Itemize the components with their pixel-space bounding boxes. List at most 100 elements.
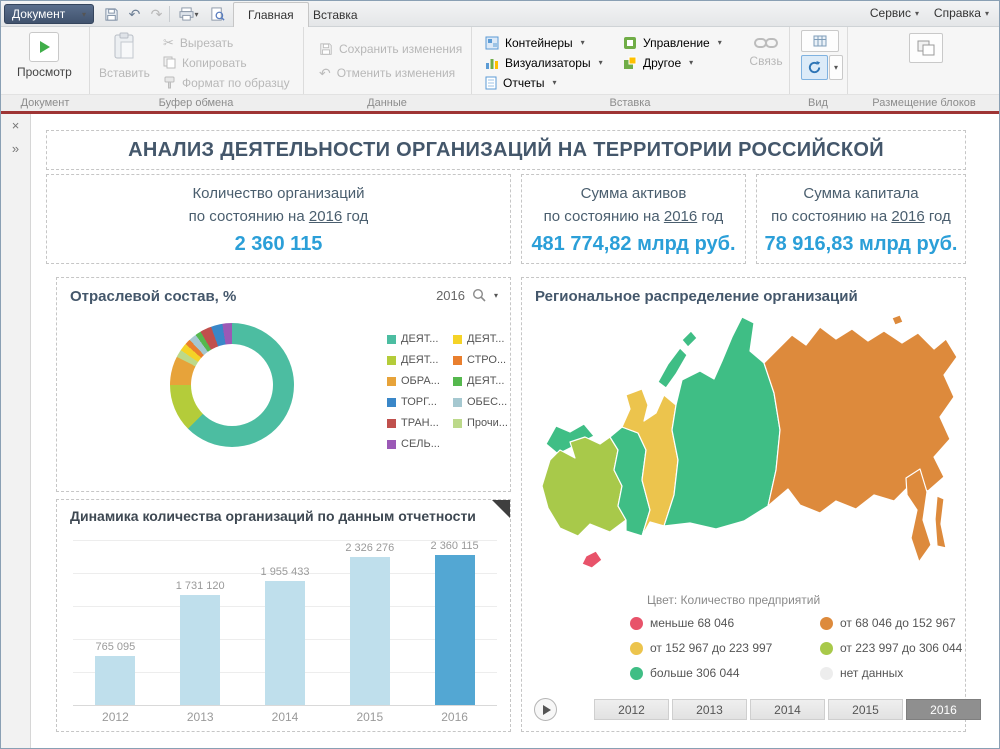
block-layout-button[interactable] (909, 33, 943, 63)
bar-chart-bars: 765 095 1 731 120 1 955 433 2 326 276 2 360 … (73, 538, 497, 705)
legend-label: ТРАН... (401, 417, 439, 429)
close-icon[interactable]: × (11, 118, 20, 133)
legend-swatch (630, 641, 643, 655)
kpi-year[interactable]: 2016 (308, 207, 343, 225)
group-label-insert: Вставка (609, 97, 651, 109)
dynamics-panel[interactable]: Динамика количества организаций по данны… (56, 499, 511, 732)
map-legend-item[interactable]: меньше 68 046 (630, 616, 772, 630)
map-legend-item[interactable]: от 223 997 до 306 044 (820, 641, 962, 655)
map-legend-item[interactable]: нет данных (820, 666, 962, 680)
donut-legend-item[interactable]: ОБЕС... (453, 396, 508, 408)
reports-button[interactable]: Отчеты ▾ (485, 73, 557, 92)
expand-icon[interactable]: » (11, 141, 20, 156)
map-region-island-arctic[interactable] (891, 314, 904, 326)
bar-column[interactable]: 2 360 115 (412, 540, 497, 705)
map-region-island-north[interactable] (681, 330, 698, 348)
legend-swatch (387, 397, 396, 407)
legend-swatch (387, 439, 396, 449)
year-button-2014[interactable]: 2014 (750, 699, 825, 720)
save-button[interactable] (101, 4, 122, 24)
year-button-2016[interactable]: 2016 (906, 699, 981, 720)
year-button-2015[interactable]: 2015 (828, 699, 903, 720)
copy-button[interactable]: Копировать (163, 53, 247, 72)
bar-value-label: 2 360 115 (430, 540, 479, 552)
legend-label: ОБЕС... (467, 396, 508, 408)
bar[interactable] (349, 557, 390, 705)
bar-column[interactable]: 1 731 120 (158, 580, 243, 705)
containers-button[interactable]: Контейнеры ▾ (485, 33, 585, 52)
donut-legend-item[interactable]: Прочи... (453, 417, 508, 429)
management-button[interactable]: Управление ▾ (623, 33, 722, 52)
link-button[interactable]: Связь (743, 35, 789, 68)
russia-map[interactable] (530, 310, 960, 595)
chevron-down-icon: ▾ (194, 9, 199, 19)
tab-glavnaya[interactable]: Главная (233, 2, 309, 27)
map-legend-item[interactable]: от 68 046 до 152 967 (820, 616, 962, 630)
map-region-novaya-zemlya[interactable] (657, 347, 688, 389)
other-button[interactable]: Другое ▾ (623, 53, 693, 72)
cut-button[interactable]: ✂ Вырезать (163, 33, 233, 52)
kpi-year[interactable]: 2016 (891, 207, 925, 225)
map-legend-item[interactable]: от 152 967 до 223 997 (630, 641, 772, 655)
cancel-changes-button[interactable]: ↶ Отменить изменения (319, 63, 455, 82)
donut-legend-item[interactable]: ДЕЯТ... (453, 333, 508, 345)
donut-legend-item[interactable]: ДЕЯТ... (387, 354, 440, 366)
view-dropdown-button[interactable]: ▾ (829, 55, 843, 80)
bar[interactable] (180, 595, 221, 705)
format-painter-button[interactable]: Формат по образцу (163, 73, 290, 92)
year-button-2012[interactable]: 2012 (594, 699, 669, 720)
map-region-fareast[interactable] (763, 326, 958, 514)
menu-spravka[interactable]: Справка ▾ (934, 6, 989, 20)
paste-button[interactable]: Вставить (99, 32, 150, 80)
bar-column[interactable]: 765 095 (73, 641, 158, 705)
scissors-icon: ✂ (163, 35, 174, 50)
kpi-card-assets[interactable]: Сумма активов по состоянию на 2016 год 4… (521, 174, 746, 264)
donut-legend-item[interactable]: ОБРА... (387, 375, 440, 387)
redo-button[interactable]: ↷ (146, 4, 167, 24)
kpi-year[interactable]: 2016 (663, 207, 698, 225)
donut-legend-item[interactable]: ДЕЯТ... (453, 375, 508, 387)
donut-legend-item[interactable]: СЕЛЬ... (387, 438, 440, 450)
legend-swatch (387, 376, 396, 386)
save-changes-button[interactable]: Сохранить изменения (319, 39, 462, 58)
search-icon[interactable] (472, 288, 487, 303)
bar-column[interactable]: 2 326 276 (327, 542, 412, 705)
kpi-card-count[interactable]: Количество организаций по состоянию на 2… (46, 174, 511, 264)
dashboard-title-block[interactable]: АНАЛИЗ ДЕЯТЕЛЬНОСТИ ОРГАНИЗАЦИЙ НА ТЕРРИ… (46, 130, 966, 170)
tab-vstavka[interactable]: Вставка (299, 2, 372, 27)
play-button[interactable] (534, 698, 557, 721)
bar[interactable] (434, 555, 475, 705)
donut-chart[interactable] (170, 323, 294, 447)
chevron-down-icon[interactable]: ▾ (493, 291, 498, 300)
preview-button[interactable] (207, 4, 228, 24)
donut-legend-item[interactable]: СТРО... (453, 354, 508, 366)
kpi-card-capital[interactable]: Сумма капитала по состоянию на 2016 год … (756, 174, 966, 264)
map-legend-column: меньше 68 046 от 152 967 до 223 997 больше… (630, 616, 772, 680)
undo-button[interactable]: ↶ (124, 4, 145, 24)
view-refresh-button[interactable] (801, 55, 828, 80)
menu-servis[interactable]: Сервис ▾ (870, 6, 919, 20)
map-region-kamchatka[interactable] (905, 468, 932, 563)
donut-legend-item[interactable]: ТРАН... (387, 417, 440, 429)
view-table-button[interactable] (801, 30, 839, 52)
donut-legend-item[interactable]: ТОРГ... (387, 396, 440, 408)
visualizers-label: Визуализаторы (505, 55, 591, 70)
industry-panel[interactable]: Отраслевой состав, % 2016 ▾ ДЕЯТ... ДЕЯТ.… (56, 277, 511, 492)
legend-label: больше 306 044 (650, 666, 740, 680)
bar[interactable] (95, 656, 136, 705)
bar[interactable] (264, 581, 305, 705)
visualizers-button[interactable]: Визуализаторы ▾ (485, 53, 603, 72)
year-button-2013[interactable]: 2013 (672, 699, 747, 720)
bar-value-label: 2 326 276 (345, 542, 395, 554)
map-region-crimea[interactable] (581, 550, 603, 569)
donut-legend-item[interactable]: ДЕЯТ... (387, 333, 440, 345)
legend-swatch (820, 666, 833, 680)
print-button[interactable]: ▾ (174, 4, 204, 24)
legend-label: ТОРГ... (401, 396, 437, 408)
map-legend-item[interactable]: больше 306 044 (630, 666, 772, 680)
map-panel[interactable]: Региональное распределение организаций (521, 277, 981, 732)
map-region-sakhalin[interactable] (934, 495, 947, 549)
preview-document-button[interactable]: Просмотр (17, 32, 72, 79)
bar-column[interactable]: 1 955 433 (243, 566, 328, 705)
document-menu-button[interactable]: Документ ▾ (4, 4, 94, 24)
